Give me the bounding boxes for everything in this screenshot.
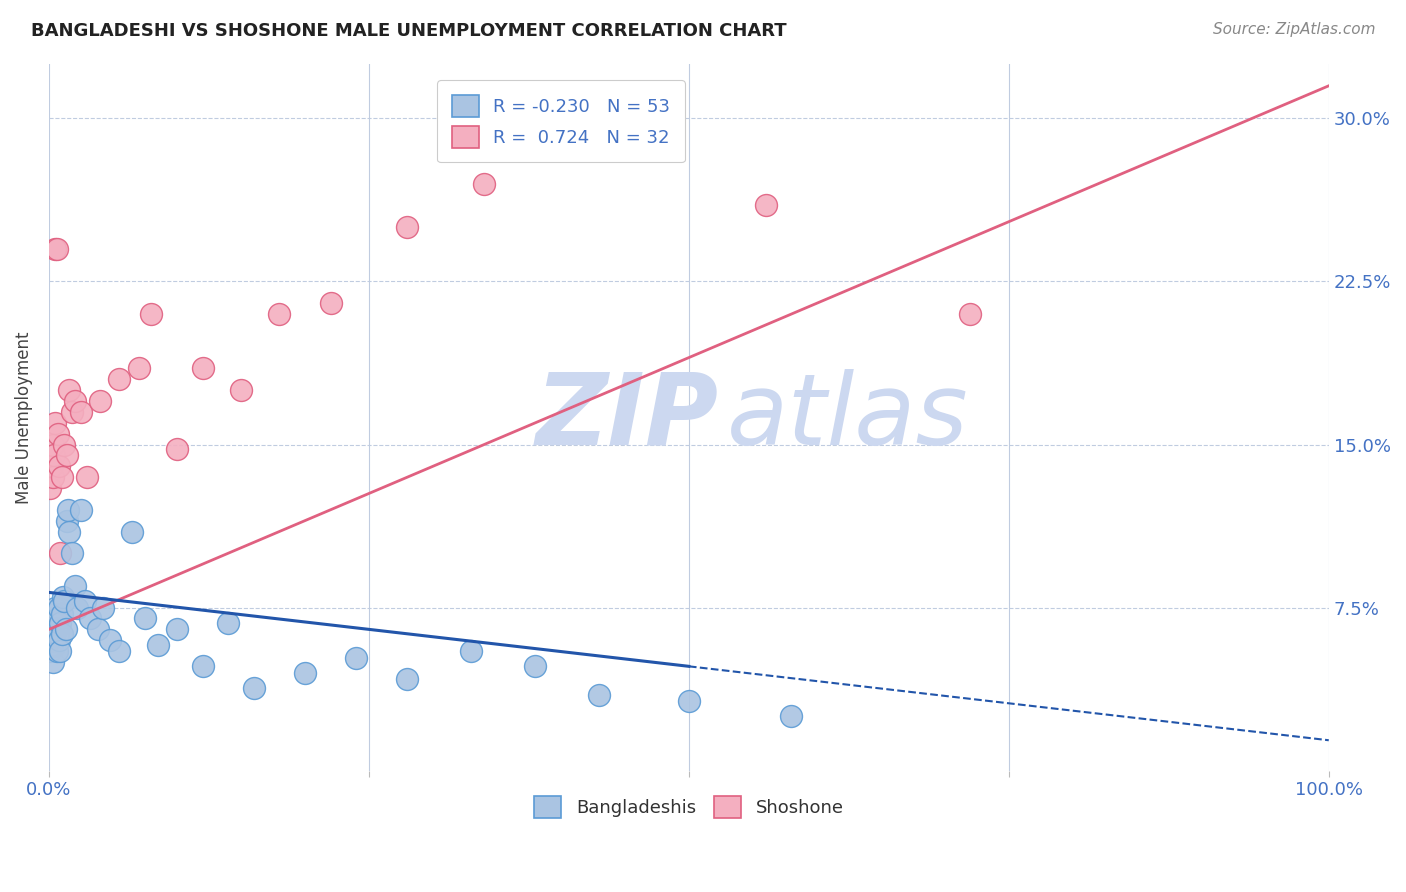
- Point: [108, 372, 131, 386]
- Point: [55, 623, 77, 637]
- Point: [45, 623, 67, 637]
- Point: [63, 394, 86, 409]
- Point: [319, 296, 342, 310]
- Legend: Bangladeshis, Shoshone: Bangladeshis, Shoshone: [527, 789, 851, 825]
- Point: [48, 633, 70, 648]
- Y-axis label: Male Unemployment: Male Unemployment: [15, 331, 32, 504]
- Point: [121, 524, 143, 539]
- Point: [45, 644, 67, 658]
- Point: [959, 307, 981, 321]
- Point: [42, 629, 65, 643]
- Point: [41, 629, 63, 643]
- Point: [42, 623, 65, 637]
- Point: [41, 638, 63, 652]
- Point: [41, 459, 63, 474]
- Point: [524, 659, 547, 673]
- Point: [100, 633, 122, 648]
- Point: [39, 633, 62, 648]
- Point: [128, 361, 150, 376]
- Text: Source: ZipAtlas.com: Source: ZipAtlas.com: [1212, 22, 1375, 37]
- Point: [73, 594, 96, 608]
- Point: [46, 626, 69, 640]
- Point: [58, 383, 80, 397]
- Point: [678, 694, 700, 708]
- Point: [780, 709, 803, 723]
- Point: [42, 470, 65, 484]
- Point: [46, 611, 69, 625]
- Point: [60, 546, 83, 560]
- Point: [134, 611, 156, 625]
- Point: [39, 644, 62, 658]
- Point: [166, 442, 188, 456]
- Point: [396, 673, 419, 687]
- Point: [294, 665, 316, 680]
- Point: [56, 503, 79, 517]
- Point: [44, 600, 66, 615]
- Point: [53, 437, 76, 451]
- Text: atlas: atlas: [727, 369, 969, 466]
- Text: BANGLADESHI VS SHOSHONE MALE UNEMPLOYMENT CORRELATION CHART: BANGLADESHI VS SHOSHONE MALE UNEMPLOYMEN…: [31, 22, 786, 40]
- Point: [146, 638, 169, 652]
- Point: [76, 470, 98, 484]
- Point: [44, 416, 66, 430]
- Point: [89, 394, 111, 409]
- Point: [242, 681, 264, 695]
- Point: [269, 307, 291, 321]
- Point: [86, 623, 108, 637]
- Point: [44, 607, 66, 622]
- Point: [166, 623, 188, 637]
- Point: [42, 611, 65, 625]
- Point: [51, 470, 73, 484]
- Point: [42, 449, 65, 463]
- Point: [460, 644, 482, 658]
- Point: [91, 600, 114, 615]
- Point: [48, 459, 70, 474]
- Point: [52, 590, 75, 604]
- Point: [39, 481, 62, 495]
- Point: [60, 405, 83, 419]
- Point: [108, 644, 131, 658]
- Point: [191, 361, 214, 376]
- Point: [70, 503, 93, 517]
- Point: [755, 198, 778, 212]
- Point: [56, 514, 79, 528]
- Text: ZIP: ZIP: [536, 369, 718, 466]
- Point: [141, 307, 163, 321]
- Point: [44, 638, 66, 652]
- Point: [44, 242, 66, 256]
- Point: [217, 615, 239, 630]
- Point: [588, 688, 610, 702]
- Point: [70, 405, 93, 419]
- Point: [229, 383, 252, 397]
- Point: [51, 607, 73, 622]
- Point: [79, 611, 101, 625]
- Point: [48, 600, 70, 615]
- Point: [45, 242, 67, 256]
- Point: [58, 524, 80, 539]
- Point: [42, 655, 65, 669]
- Point: [191, 659, 214, 673]
- Point: [49, 644, 72, 658]
- Point: [56, 449, 79, 463]
- Point: [49, 615, 72, 630]
- Point: [42, 615, 65, 630]
- Point: [53, 594, 76, 608]
- Point: [396, 220, 419, 235]
- Point: [66, 600, 89, 615]
- Point: [49, 546, 72, 560]
- Point: [63, 579, 86, 593]
- Point: [472, 177, 495, 191]
- Point: [46, 426, 69, 441]
- Point: [42, 437, 65, 451]
- Point: [51, 626, 73, 640]
- Point: [344, 650, 367, 665]
